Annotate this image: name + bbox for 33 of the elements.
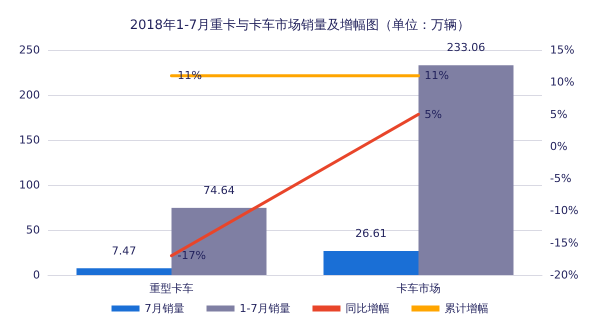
y-tick-label: 0 [33,268,40,282]
y2-tick-label: -20% [550,268,578,282]
x-tick-label: 重型卡车 [150,282,194,295]
data-label: -17% [178,249,206,262]
x-tick-label: 卡车市场 [396,282,440,295]
y2-tick-label: 15% [550,44,574,56]
bar [324,251,418,275]
bar [76,268,172,275]
bar [418,65,514,275]
data-label: 74.64 [203,184,235,197]
y-tick-label: 250 [19,44,40,56]
y-tick-label: 200 [19,88,40,102]
y-tick-label: 50 [26,224,40,236]
legend-label: 累计增幅 [444,302,488,315]
chart-title: 2018年1-7月重卡与卡车市场销量及增幅图（单位：万辆） [130,18,470,33]
data-label: 11% [424,69,449,82]
y2-tick-label: 5% [550,108,568,121]
data-label: 26.61 [355,227,387,240]
legend-label: 7月销量 [144,302,185,315]
bar [172,208,266,275]
data-label: 11% [178,69,202,82]
y2-tick-label: -15% [550,236,578,250]
y-tick-label: 150 [19,134,40,146]
legend-label: 同比增幅 [345,302,390,315]
data-label: 7.47 [112,244,136,258]
y2-tick-label: -10% [550,204,578,218]
y-tick-label: 100 [19,178,40,192]
y2-tick-label: 10% [550,76,574,89]
legend-label: 1-7月销量 [240,302,290,315]
data-label: 5% [424,108,442,121]
y2-tick-label: 0% [550,140,568,153]
y2-tick-label: -5% [550,172,572,186]
data-label: 233.06 [446,41,486,54]
